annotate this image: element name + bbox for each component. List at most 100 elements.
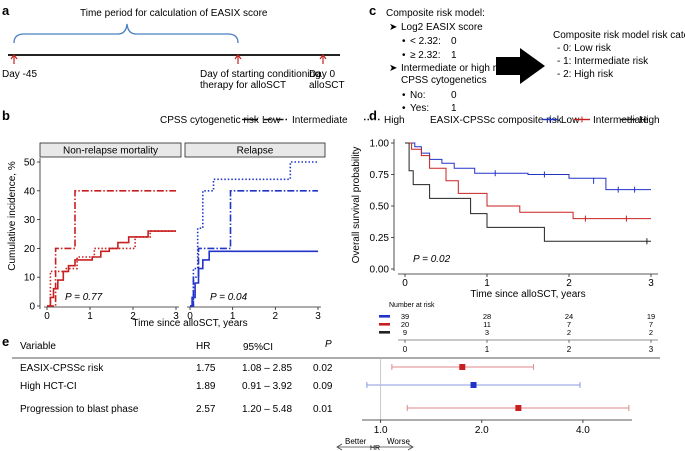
cumulative-incidence-chart: CPSS cytogenetic risk Low Intermediate Hig… <box>7 115 405 329</box>
panel-label-c: c <box>369 3 376 18</box>
y-tick-label: 20 <box>24 244 36 255</box>
svg-text:•: • <box>402 50 406 61</box>
x-tick-label: 3 <box>648 278 654 289</box>
header-p: P <box>325 339 332 350</box>
easix-cond: ≥ 2.32: <box>410 50 441 61</box>
bullet-arrow: ➤ <box>389 22 397 33</box>
easix-label: Log2 EASIX score <box>401 22 483 33</box>
series-high <box>190 161 318 307</box>
panel-label-d: d <box>369 108 377 123</box>
cyto-score: 0 <box>451 90 457 101</box>
risk-count: 24 <box>565 312 573 321</box>
risk-count: 11 <box>483 320 491 329</box>
row-variable: EASIX-CPSSc risk <box>20 363 104 374</box>
event-conditioning: Day of starting conditioning therapy for … <box>200 54 321 91</box>
y-axis: 0 10 20 30 40 50 <box>24 158 41 313</box>
right-arrow-icon <box>407 443 414 451</box>
svg-text:•: • <box>402 103 406 114</box>
risk-count: 7 <box>649 320 653 329</box>
p-value: P = 0.02 <box>413 254 451 265</box>
category-item: - 0: Low risk <box>557 43 612 54</box>
facet-nrm: Non-relapse mortality 0 1 2 3 P = 0.77 <box>39 142 182 322</box>
x-tick-label: 4.0 <box>576 425 590 436</box>
x-tick-label: 0 <box>402 278 408 289</box>
hr-point <box>459 364 466 370</box>
event-label: Day of starting conditioning therapy for … <box>200 69 321 91</box>
km-curve-low <box>405 142 651 191</box>
risk-tick-label: 2 <box>567 345 572 354</box>
facet-title: Relapse <box>237 146 274 157</box>
legend-label: Low <box>262 115 281 126</box>
y-tick-label: 0.50 <box>370 202 390 213</box>
svg-text:•: • <box>402 36 406 47</box>
event-label: Day -45 <box>2 69 37 80</box>
risk-tick-label: 3 <box>649 345 654 354</box>
x-tick-label: 2 <box>566 278 572 289</box>
cyto-label: Intermediate or high risk CPSS cytogeneti… <box>401 63 509 86</box>
bullet-arrow: ➤ <box>389 63 397 74</box>
risk-count: 2 <box>567 328 571 337</box>
row-ci: 1.08 – 2.85 <box>242 363 292 374</box>
x-tick-label: 0 <box>44 311 50 322</box>
category-title: Composite risk model risk category: <box>553 30 685 41</box>
y-axis-label: Cumulative incidence, % <box>7 161 18 271</box>
risk-count: 9 <box>403 328 407 337</box>
risk-row-swatch <box>379 323 390 326</box>
better-label: Better <box>345 437 367 446</box>
risk-model-title: Composite risk model: <box>386 8 485 19</box>
risk-table-title: Number at risk <box>389 302 435 309</box>
y-tick-label: 0.75 <box>370 170 390 181</box>
svg-text:•: • <box>402 90 406 101</box>
worse-label: Worse <box>387 437 411 446</box>
row-hr: 1.75 <box>196 363 216 374</box>
y-tick-label: 30 <box>24 215 36 226</box>
header-ci: 95%CI <box>243 342 273 353</box>
chart-title: EASIX-CPSSc composite risk <box>430 115 563 126</box>
category-item: - 2: High risk <box>557 69 614 80</box>
row-hr: 2.57 <box>196 404 216 415</box>
risk-row-swatch <box>379 315 390 318</box>
easix-score: 0 <box>451 36 457 47</box>
facet-relapse: Relapse 0 1 2 3 P = 0.04 <box>184 142 326 322</box>
x-tick-label: 1 <box>484 278 490 289</box>
survival-chart: EASIX-CPSSc composite risk Low Intermedia… <box>351 115 660 354</box>
panel-label-a: a <box>2 3 10 18</box>
y-axis-label: Overall survival probability <box>351 147 362 264</box>
row-hr: 1.89 <box>196 381 216 392</box>
right-arrow-icon <box>496 48 545 84</box>
series-intermediate <box>47 190 176 307</box>
km-curve-high <box>405 142 651 242</box>
p-value: P = 0.04 <box>210 292 248 303</box>
brace-label: Time period for calculation of EASIX sco… <box>80 8 268 19</box>
y-tick-label: 10 <box>24 273 36 284</box>
row-p: 0.01 <box>313 404 333 415</box>
y-tick-label: 40 <box>24 186 36 197</box>
series-low <box>47 230 176 307</box>
facet-title: Non-relapse mortality <box>63 146 158 157</box>
row-ci: 1.20 – 5.48 <box>242 404 292 415</box>
series-high <box>47 230 176 307</box>
risk-model-panel: Composite risk model: ➤ Log2 EASIX score… <box>386 8 685 114</box>
hr-label: HR <box>370 445 380 451</box>
forest-plot: Variable HR 95%CI P EASIX-CPSSc risk 1.75… <box>12 339 660 451</box>
km-curve-intermediate <box>405 142 651 220</box>
left-arrow-icon <box>336 443 343 451</box>
y-tick-label: 0 <box>29 302 35 313</box>
legend-label: Intermediate <box>593 115 649 126</box>
x-tick-label: 0 <box>187 311 193 322</box>
x-tick-label: 2.0 <box>475 425 489 436</box>
hr-point <box>470 382 477 388</box>
cyto-cond: Yes: <box>410 103 429 114</box>
event-label: Day 0 alloSCT <box>309 69 345 91</box>
risk-count: 7 <box>567 320 571 329</box>
x-tick-label: 1.0 <box>374 425 388 436</box>
risk-count: 19 <box>647 312 655 321</box>
x-tick-label: 2 <box>130 311 136 322</box>
hr-direction-labels: Better HR Worse <box>336 437 414 451</box>
cyto-score: 1 <box>451 103 457 114</box>
series-intermediate <box>190 190 318 307</box>
row-variable: High HCT-CI <box>20 381 77 392</box>
easix-score: 1 <box>451 50 457 61</box>
risk-count: 2 <box>649 328 653 337</box>
